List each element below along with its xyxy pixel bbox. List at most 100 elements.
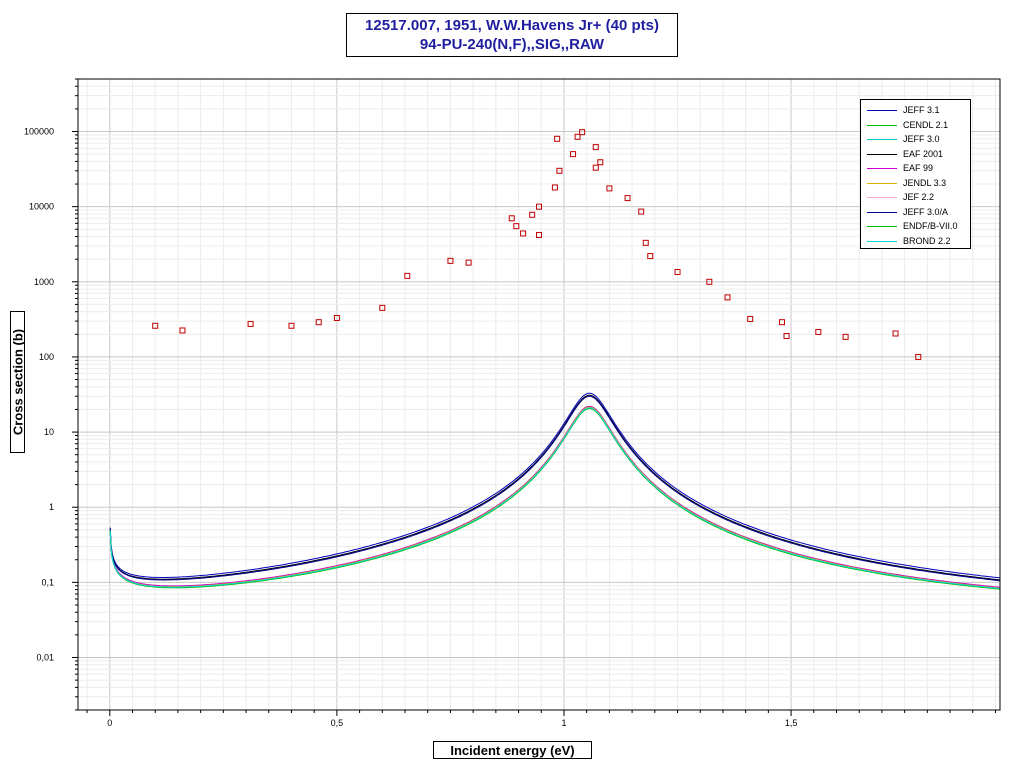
data-point: [315, 319, 322, 326]
data-point: [513, 223, 520, 230]
data-point: [783, 332, 790, 339]
y-tick-label: 100: [39, 352, 54, 362]
y-axis: 0,01 0,1 1 10 100 1000 10000 100000: [24, 78, 78, 711]
data-point: [536, 231, 542, 238]
legend-item: JEFF 3.0: [861, 132, 970, 147]
data-point: [570, 151, 577, 158]
series-line: [109, 394, 1000, 581]
x-axis-label-text: Incident energy (eV): [450, 743, 575, 758]
legend-label: BROND 2.2: [903, 235, 951, 246]
series-line: [109, 395, 1000, 582]
legend-label: EAF 2001: [903, 148, 944, 159]
legend-label: CENDL 2.1: [903, 119, 949, 130]
data-point: [152, 322, 159, 329]
legend-swatch: [867, 240, 897, 242]
legend-swatch: [867, 197, 897, 198]
legend: JEFF 3.1 CENDL 2.1 JEFF 3.0 EAF 2001 EAF 99 J…: [860, 99, 971, 249]
y-tick-label: 10000: [29, 202, 54, 212]
data-point: [647, 253, 654, 260]
data-point: [508, 215, 515, 222]
evaluated-curves: [109, 392, 1000, 590]
data-point: [706, 278, 713, 285]
x-tick-label: 0,5: [331, 718, 344, 728]
series-line: [109, 407, 1000, 589]
x-axis-label: Incident energy (eV): [433, 741, 592, 759]
legend-item: CENDL 2.1: [861, 118, 970, 133]
legend-swatch: [867, 110, 897, 111]
data-point: [624, 195, 631, 202]
data-point: [288, 322, 295, 329]
data-point: [529, 211, 536, 218]
data-point: [597, 159, 604, 166]
data-point: [638, 208, 645, 215]
data-point: [915, 353, 922, 360]
x-axis: 0 0,5 1 1,5: [86, 710, 996, 728]
data-point: [674, 269, 681, 276]
chart-title: 12517.007, 1951, W.W.Havens Jr+ (40 pts)…: [346, 13, 678, 57]
legend-swatch: [867, 211, 897, 213]
legend-swatch: [867, 124, 897, 126]
data-point: [642, 239, 649, 246]
legend-item: BROND 2.2: [861, 234, 970, 249]
x-tick-label: 1,5: [785, 718, 798, 728]
data-point: [606, 185, 613, 192]
legend-item: EAF 99: [861, 161, 970, 176]
y-axis-label: Cross section (b): [10, 311, 25, 453]
legend-item: JEFF 3.1: [861, 103, 970, 118]
legend-swatch: [867, 139, 897, 140]
data-point: [815, 328, 822, 335]
legend-label: JEFF 3.0: [903, 134, 940, 144]
legend-label: JEF 2.2: [903, 192, 935, 202]
data-point: [247, 320, 254, 327]
y-tick-label: 1: [49, 502, 54, 512]
x-tick-label: 1: [561, 718, 566, 728]
y-axis-label-text: Cross section (b): [10, 328, 25, 436]
data-point: [447, 257, 454, 264]
data-point: [574, 133, 581, 140]
data-point: [333, 314, 340, 321]
legend-swatch: [867, 168, 897, 169]
data-point: [179, 327, 186, 334]
data-point: [592, 164, 599, 171]
data-point: [465, 259, 472, 266]
data-point: [536, 203, 542, 210]
data-point: [778, 319, 785, 326]
legend-item: JEFF 3.0/A: [861, 205, 970, 220]
y-tick-label: 0,1: [41, 577, 54, 587]
legend-item: EAF 2001: [861, 147, 970, 162]
legend-item: JENDL 3.3: [861, 176, 970, 191]
y-tick-label: 0,01: [36, 652, 54, 662]
data-point: [520, 230, 527, 237]
grid: [78, 78, 1000, 711]
data-point: [842, 333, 849, 340]
legend-label: JEFF 3.0/A: [903, 206, 949, 217]
y-tick-label: 100000: [24, 127, 54, 137]
legend-label: EAF 99: [903, 163, 934, 173]
legend-label: JEFF 3.1: [903, 105, 940, 115]
legend-swatch: [867, 226, 897, 227]
series-line: [109, 392, 1000, 579]
legend-swatch: [867, 182, 897, 184]
legend-item: ENDF/B-VII.0: [861, 219, 970, 234]
data-point: [724, 294, 731, 301]
data-point: [747, 315, 754, 322]
data-point: [579, 129, 586, 136]
chart-title-line2: 94-PU-240(N,F),,SIG,,RAW: [419, 36, 605, 53]
y-tick-label: 10: [44, 427, 54, 437]
plot-frame: [77, 78, 1001, 711]
data-point: [554, 135, 561, 142]
legend-label: JENDL 3.3: [903, 177, 947, 188]
data-point: [551, 184, 558, 191]
experimental-points: [152, 129, 922, 360]
data-point: [892, 330, 899, 337]
y-tick-label: 1000: [34, 277, 54, 287]
data-point: [556, 167, 563, 174]
legend-item: JEF 2.2: [861, 190, 970, 205]
chart-title-line1: 12517.007, 1951, W.W.Havens Jr+ (40 pts): [365, 17, 659, 34]
legend-label: ENDF/B-VII.0: [903, 221, 958, 231]
series-line: [109, 408, 1000, 590]
data-point: [592, 144, 599, 151]
x-tick-label: 0: [107, 718, 112, 728]
data-point: [379, 304, 386, 311]
